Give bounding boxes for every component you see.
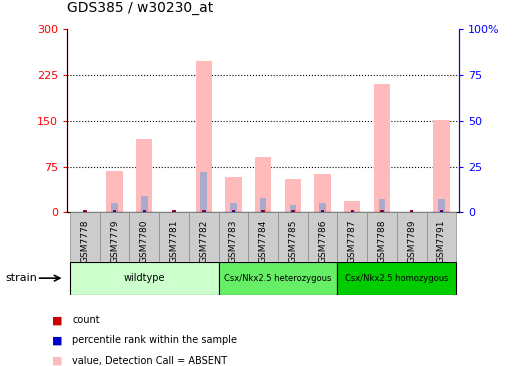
Bar (172, 210, 176, 212)
Bar (344, 201, 361, 212)
Bar (219, 212, 248, 262)
Text: GSM7779: GSM7779 (110, 220, 119, 263)
Bar (196, 61, 212, 212)
Bar (433, 120, 449, 212)
Bar (367, 212, 397, 262)
Text: percentile rank within the sample: percentile rank within the sample (72, 335, 237, 346)
Bar (379, 199, 385, 212)
Bar (308, 212, 337, 262)
Bar (350, 210, 354, 212)
Bar (438, 199, 445, 212)
Bar (219, 262, 337, 295)
Bar (100, 212, 130, 262)
Bar (440, 210, 443, 212)
Bar (225, 177, 241, 212)
Bar (255, 157, 271, 212)
Text: ■: ■ (52, 335, 62, 346)
Text: Csx/Nkx2.5 homozygous: Csx/Nkx2.5 homozygous (345, 274, 448, 283)
Bar (397, 212, 427, 262)
Text: GSM7789: GSM7789 (407, 220, 416, 263)
Text: GSM7784: GSM7784 (259, 220, 268, 263)
Text: wildtype: wildtype (123, 273, 165, 283)
Bar (159, 212, 189, 262)
Bar (291, 210, 295, 212)
Bar (230, 203, 237, 212)
Bar (106, 171, 123, 212)
Bar (314, 175, 331, 212)
Text: ■: ■ (52, 355, 62, 366)
Bar (278, 212, 308, 262)
Bar (285, 179, 301, 212)
Bar (70, 262, 219, 295)
Text: GSM7781: GSM7781 (170, 220, 179, 263)
Text: GSM7786: GSM7786 (318, 220, 327, 263)
Bar (141, 196, 148, 212)
Bar (202, 210, 205, 212)
Text: GDS385 / w30230_at: GDS385 / w30230_at (67, 1, 213, 15)
Text: GSM7780: GSM7780 (140, 220, 149, 263)
Bar (248, 212, 278, 262)
Text: count: count (72, 315, 100, 325)
Text: GSM7778: GSM7778 (80, 220, 89, 263)
Text: value, Detection Call = ABSENT: value, Detection Call = ABSENT (72, 355, 228, 366)
Text: strain: strain (5, 273, 37, 283)
Bar (380, 210, 384, 212)
Text: GSM7791: GSM7791 (437, 220, 446, 263)
Text: GSM7787: GSM7787 (348, 220, 357, 263)
Text: ■: ■ (52, 315, 62, 325)
Bar (319, 203, 326, 212)
Bar (70, 212, 100, 262)
Bar (136, 139, 153, 212)
Bar (113, 210, 117, 212)
Text: GSM7785: GSM7785 (288, 220, 297, 263)
Bar (260, 198, 266, 212)
Bar (337, 262, 456, 295)
Bar (427, 212, 456, 262)
Bar (374, 84, 390, 212)
Bar (189, 212, 219, 262)
Bar (289, 205, 296, 212)
Text: GSM7783: GSM7783 (229, 220, 238, 263)
Bar (83, 210, 87, 212)
Text: GSM7782: GSM7782 (199, 220, 208, 263)
Bar (130, 212, 159, 262)
Bar (410, 210, 413, 212)
Bar (232, 210, 235, 212)
Bar (201, 172, 207, 212)
Bar (321, 210, 325, 212)
Bar (111, 203, 118, 212)
Bar (142, 210, 146, 212)
Text: GSM7788: GSM7788 (378, 220, 386, 263)
Text: Csx/Nkx2.5 heterozygous: Csx/Nkx2.5 heterozygous (224, 274, 332, 283)
Bar (262, 210, 265, 212)
Bar (337, 212, 367, 262)
